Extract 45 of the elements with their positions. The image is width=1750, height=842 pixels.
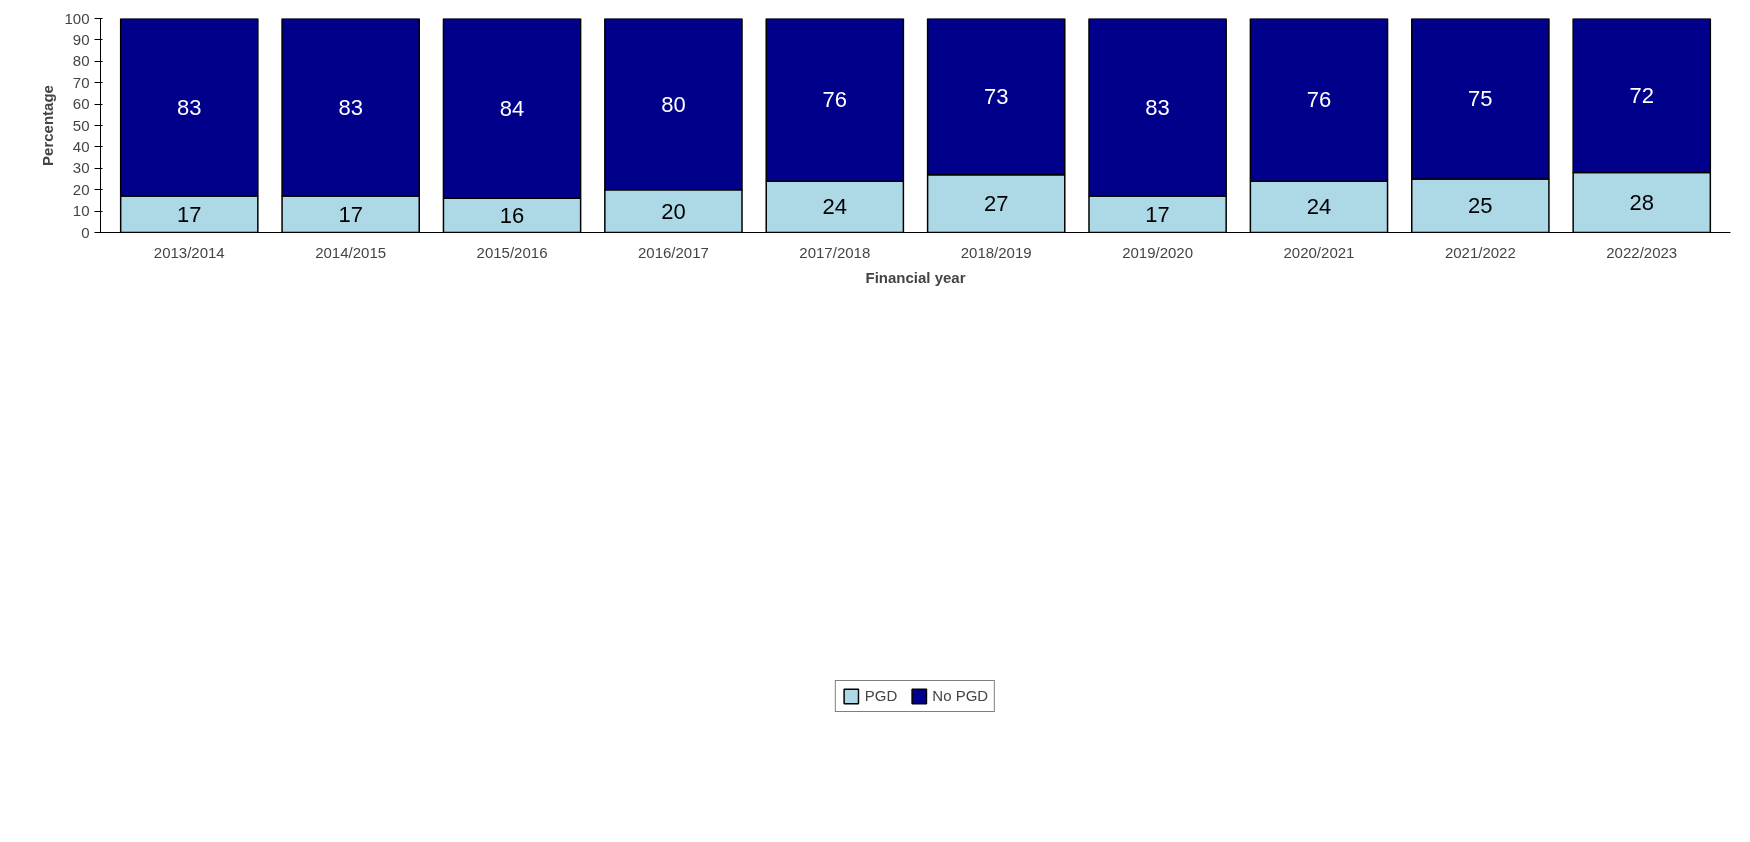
x-axis-title: Financial year bbox=[865, 268, 966, 286]
y-axis-title: Percentage bbox=[39, 85, 57, 166]
data-label: 72 bbox=[1629, 83, 1654, 109]
data-label: 75 bbox=[1468, 86, 1493, 112]
data-label: 16 bbox=[499, 202, 525, 228]
data-label: 83 bbox=[1145, 94, 1170, 120]
data-label: 28 bbox=[1629, 190, 1654, 216]
data-label: 17 bbox=[1145, 201, 1170, 227]
data-label: 84 bbox=[499, 95, 525, 121]
legend-label: No PGD bbox=[932, 687, 989, 704]
y-tick-label: 30 bbox=[72, 159, 90, 177]
data-label: 83 bbox=[177, 94, 202, 120]
data-label: 17 bbox=[177, 201, 202, 227]
legend-label: PGD bbox=[864, 687, 898, 704]
y-tick-label: 0 bbox=[81, 223, 90, 241]
x-tick-label: 2014/2015 bbox=[315, 243, 387, 261]
x-tick-label: 2017/2018 bbox=[799, 243, 871, 261]
x-tick-label: 2015/2016 bbox=[476, 243, 548, 261]
x-tick-label: 2016/2017 bbox=[637, 243, 709, 261]
data-label: 83 bbox=[338, 94, 363, 120]
y-tick-label: 70 bbox=[72, 73, 90, 91]
x-tick-label: 2019/2020 bbox=[1122, 243, 1194, 261]
data-label: 76 bbox=[822, 87, 848, 113]
data-label: 24 bbox=[822, 194, 848, 220]
data-label: 17 bbox=[338, 201, 363, 227]
y-tick-label: 100 bbox=[64, 9, 90, 27]
y-tick-label: 80 bbox=[72, 52, 90, 70]
data-label: 73 bbox=[983, 84, 1009, 110]
x-tick-label: 2018/2019 bbox=[960, 243, 1032, 261]
data-label: 76 bbox=[1306, 87, 1332, 113]
data-label: 24 bbox=[1306, 194, 1332, 220]
x-tick-label: 2013/2014 bbox=[153, 243, 225, 261]
y-tick-label: 90 bbox=[72, 30, 90, 48]
x-tick-label: 2022/2023 bbox=[1606, 243, 1678, 261]
y-tick-label: 20 bbox=[72, 180, 90, 198]
y-tick-label: 10 bbox=[72, 202, 90, 220]
data-label: 80 bbox=[661, 91, 686, 117]
x-tick-label: 2021/2022 bbox=[1444, 243, 1516, 261]
y-tick-label: 60 bbox=[72, 95, 90, 113]
y-tick-label: 40 bbox=[72, 137, 90, 155]
y-tick-label: 50 bbox=[72, 116, 90, 134]
data-label: 27 bbox=[983, 191, 1009, 217]
x-tick-label: 2020/2021 bbox=[1283, 243, 1355, 261]
data-label: 25 bbox=[1468, 193, 1493, 219]
data-label: 20 bbox=[661, 198, 686, 224]
